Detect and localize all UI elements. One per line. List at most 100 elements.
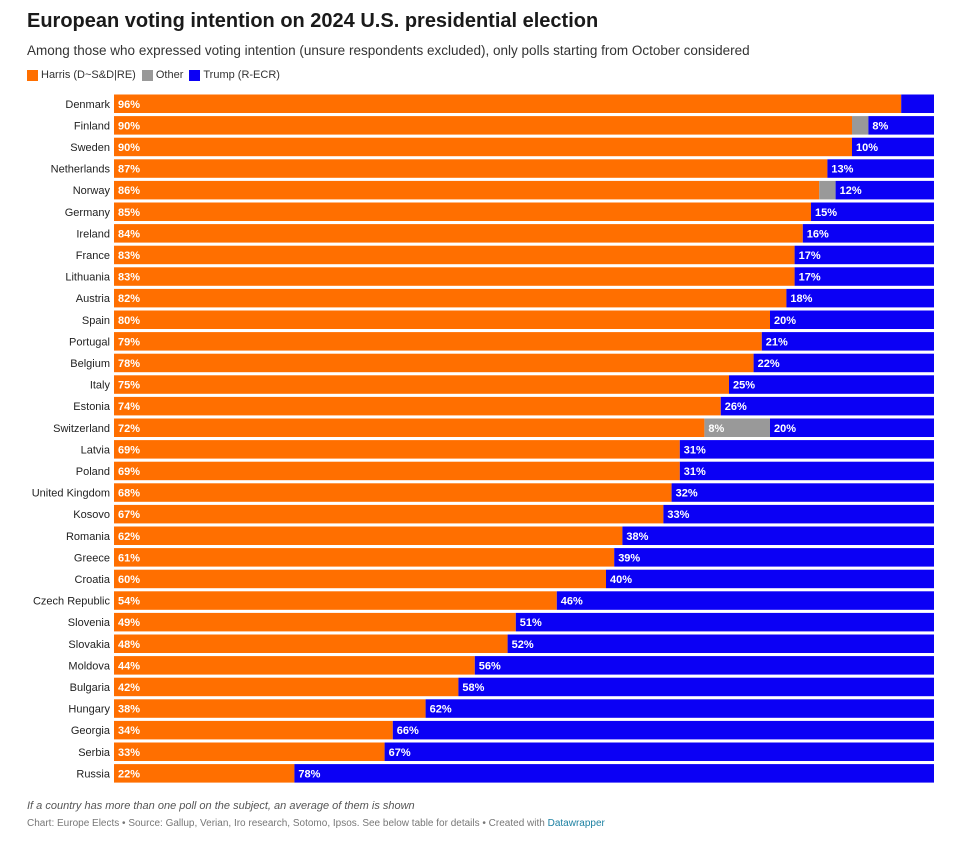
value-label-harris-slovakia: 48% — [118, 639, 140, 651]
value-label-trump-russia: 78% — [298, 768, 320, 780]
value-label-harris-spain: 80% — [118, 315, 140, 327]
category-label-ireland: Ireland — [76, 228, 110, 240]
category-label-italy: Italy — [90, 380, 111, 392]
bar-trump-sweden — [852, 137, 934, 157]
bar-harris-bulgaria — [114, 677, 459, 697]
bar-trump-hungary — [425, 699, 934, 718]
bar-harris-austria — [114, 288, 787, 308]
bar-trump-latvia — [679, 440, 934, 459]
bar-trump-norway — [835, 180, 934, 200]
stacked-bar-chart: Denmark 96% Finland 90% 8% Sweden 90% 10% Nether… — [32, 94, 935, 783]
bar-other-switzerland — [704, 418, 770, 437]
legend-swatch-harris — [27, 69, 38, 81]
bar-harris-romania — [114, 526, 623, 545]
category-label-hungary: Hungary — [68, 704, 110, 716]
bar-trump-ireland — [802, 224, 934, 243]
value-label-trump-finland: 8% — [872, 120, 888, 132]
chart-note: If a country has more than one poll on t… — [27, 800, 415, 812]
bar-trump-poland — [679, 461, 934, 481]
chart-subtitle: Among those who expressed voting intenti… — [27, 43, 750, 58]
category-label-kosovo: Kosovo — [73, 509, 110, 521]
bar-trump-slovakia — [507, 634, 934, 653]
bar-harris-poland — [114, 461, 680, 481]
bar-harris-netherlands — [114, 159, 828, 178]
category-label-croatia: Croatia — [75, 574, 111, 586]
chart-credits: Chart: Europe Elects • Source: Gallup, V… — [27, 818, 605, 829]
value-label-harris-greece: 61% — [118, 552, 140, 564]
value-label-harris-belgium: 78% — [118, 358, 140, 370]
value-label-trump-croatia: 40% — [610, 574, 632, 586]
bar-harris-kosovo — [114, 504, 664, 524]
bar-trump-germany — [811, 202, 934, 221]
bar-trump-greece — [614, 548, 934, 567]
legend-swatch-other — [141, 69, 153, 81]
bar-harris-serbia — [114, 742, 385, 761]
category-label-latvia: Latvia — [81, 444, 111, 456]
category-label-germany: Germany — [65, 207, 111, 219]
bar-harris-belgium — [114, 353, 754, 373]
legend-label-other: Other — [155, 69, 184, 81]
bar-trump-spain — [770, 310, 934, 329]
value-label-trump-belgium: 22% — [758, 358, 780, 370]
bar-harris-spain — [114, 310, 770, 329]
bar-trump-italy — [729, 375, 934, 394]
value-label-harris-romania: 62% — [118, 531, 140, 543]
value-label-harris-hungary: 38% — [118, 704, 140, 716]
value-label-trump-bulgaria: 58% — [462, 682, 484, 694]
value-label-trump-lithuania: 17% — [799, 272, 821, 284]
category-label-czech-republic: Czech Republic — [33, 596, 111, 608]
category-label-bulgaria: Bulgaria — [70, 682, 111, 694]
value-label-trump-slovenia: 51% — [520, 617, 542, 629]
bar-harris-norway — [114, 180, 820, 200]
bar-harris-russia — [114, 764, 295, 783]
category-label-greece: Greece — [74, 552, 110, 564]
category-label-estonia: Estonia — [73, 401, 111, 413]
bar-harris-united-kingdom — [114, 483, 672, 502]
legend: Harris (D~S&D|RE) Other Trump (R-ECR) — [27, 69, 286, 81]
value-label-trump-france: 17% — [799, 250, 821, 262]
category-label-finland: Finland — [74, 120, 110, 132]
bar-harris-germany — [114, 202, 811, 221]
value-label-harris-moldova: 44% — [118, 660, 140, 672]
bar-harris-latvia — [114, 440, 680, 459]
value-label-trump-estonia: 26% — [725, 401, 747, 413]
value-label-harris-italy: 75% — [118, 380, 140, 392]
bar-trump-lithuania — [794, 267, 934, 286]
value-label-trump-italy: 25% — [733, 380, 755, 392]
legend-label-harris: Harris (D~S&D|RE) — [41, 69, 136, 81]
datawrapper-link[interactable]: Datawrapper — [547, 818, 605, 829]
bar-trump-croatia — [606, 569, 934, 589]
value-label-harris-bulgaria: 42% — [118, 682, 140, 694]
bar-harris-slovakia — [114, 634, 508, 653]
value-label-harris-georgia: 34% — [118, 725, 140, 737]
value-label-harris-poland: 69% — [118, 466, 140, 478]
category-label-france: France — [76, 250, 110, 262]
chart-title: European voting intention on 2024 U.S. p… — [27, 10, 599, 32]
bar-harris-estonia — [114, 396, 721, 416]
category-label-moldova: Moldova — [68, 660, 110, 672]
value-label-trump-switzerland: 20% — [774, 423, 796, 435]
value-label-harris-united-kingdom: 68% — [118, 488, 140, 500]
value-label-trump-georgia: 66% — [397, 725, 419, 737]
value-label-harris-latvia: 69% — [118, 444, 140, 456]
value-label-harris-portugal: 79% — [118, 336, 140, 348]
bar-harris-italy — [114, 375, 729, 394]
value-label-trump-germany: 15% — [815, 207, 837, 219]
bar-trump-slovenia — [515, 612, 934, 632]
value-label-trump-moldova: 56% — [479, 660, 501, 672]
bar-harris-lithuania — [114, 267, 795, 286]
bar-trump-georgia — [392, 720, 934, 740]
value-label-harris-croatia: 60% — [118, 574, 140, 586]
bar-harris-czech-republic — [114, 591, 557, 610]
value-label-harris-switzerland: 72% — [118, 423, 140, 435]
value-label-trump-greece: 39% — [618, 552, 640, 564]
legend-item-harris: Harris (D~S&D|RE) — [27, 69, 136, 81]
bar-trump-denmark — [901, 94, 934, 113]
value-label-harris-estonia: 74% — [118, 401, 140, 413]
bar-harris-moldova — [114, 656, 475, 675]
bar-trump-united-kingdom — [671, 483, 934, 502]
bar-trump-netherlands — [827, 159, 934, 178]
category-label-portugal: Portugal — [69, 336, 110, 348]
bar-harris-switzerland — [114, 418, 705, 437]
value-label-trump-slovakia: 52% — [512, 639, 534, 651]
